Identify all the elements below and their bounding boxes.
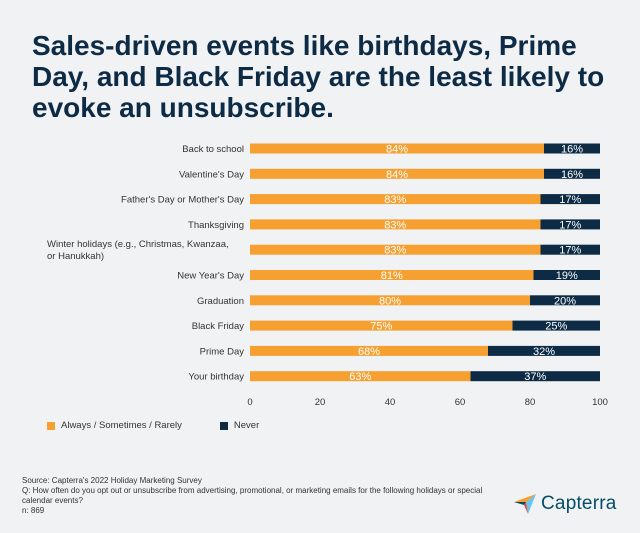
bar-never bbox=[540, 219, 600, 230]
data-label-never: 17% bbox=[559, 219, 581, 231]
bar-never bbox=[530, 295, 600, 306]
capterra-logo: Capterra bbox=[514, 493, 617, 515]
data-label-always: 83% bbox=[384, 194, 406, 206]
chart-title: Sales-driven events like birthdays, Prim… bbox=[32, 30, 605, 123]
x-tick-label: 40 bbox=[385, 397, 396, 408]
footer-notes: Source: Capterra's 2022 Holiday Marketin… bbox=[22, 476, 492, 516]
x-tick-label: 60 bbox=[455, 397, 466, 408]
bar-always bbox=[250, 295, 530, 306]
question-note: Q: How often do you opt out or unsubscri… bbox=[22, 486, 483, 505]
bar-never bbox=[470, 371, 600, 382]
bar-never bbox=[512, 320, 600, 331]
source-note: Source: Capterra's 2022 Holiday Marketin… bbox=[22, 476, 202, 485]
data-label-never: 37% bbox=[524, 371, 546, 383]
bar-always bbox=[250, 168, 544, 179]
data-label-never: 17% bbox=[559, 194, 581, 206]
legend-swatch-never bbox=[219, 421, 228, 430]
data-label-never: 19% bbox=[556, 270, 578, 282]
legend-label-never: Never bbox=[233, 420, 260, 431]
x-tick-label: 20 bbox=[315, 397, 326, 408]
data-label-always: 80% bbox=[379, 295, 401, 307]
legend-swatch-always bbox=[47, 421, 55, 430]
bar-never bbox=[544, 168, 600, 179]
bar-always bbox=[250, 270, 534, 280]
data-label-always: 84% bbox=[386, 144, 408, 156]
bar-never bbox=[540, 194, 600, 205]
x-tick-label: 80 bbox=[525, 397, 536, 408]
capterra-arrow-icon bbox=[514, 494, 536, 514]
data-label-never: 16% bbox=[561, 144, 583, 156]
data-label-always: 83% bbox=[384, 219, 406, 231]
sample-size-note: n: 869 bbox=[22, 506, 45, 515]
data-label-always: 75% bbox=[370, 321, 392, 333]
bar-never bbox=[544, 143, 600, 154]
category-label: Thanksgiving bbox=[188, 220, 244, 231]
bar-always bbox=[250, 143, 544, 154]
bar-always bbox=[250, 371, 471, 382]
data-label-never: 32% bbox=[533, 346, 555, 358]
category-label: Your birthday bbox=[188, 372, 244, 383]
category-label: Back to school bbox=[182, 144, 244, 155]
data-label-never: 25% bbox=[545, 321, 567, 333]
legend-item-never: Never bbox=[219, 420, 260, 431]
bar-always bbox=[250, 219, 541, 230]
data-label-always: 83% bbox=[384, 245, 406, 257]
data-label-always: 81% bbox=[381, 270, 403, 282]
category-label: New Year's Day bbox=[177, 271, 244, 282]
bar-always bbox=[250, 244, 541, 255]
category-label: Graduation bbox=[197, 296, 244, 307]
bar-never bbox=[540, 244, 600, 255]
data-label-always: 68% bbox=[358, 346, 380, 358]
x-tick-label: 100 bbox=[592, 397, 608, 408]
category-label: Father's Day or Mother's Day bbox=[121, 195, 244, 206]
category-label: Valentine's Day bbox=[179, 169, 244, 180]
legend: Always / Sometimes / Rarely Never bbox=[47, 420, 297, 431]
data-label-never: 16% bbox=[561, 169, 583, 181]
data-label-never: 20% bbox=[554, 295, 576, 307]
bar-always bbox=[250, 345, 488, 356]
logo-text: Capterra bbox=[541, 493, 617, 514]
category-label: Prime Day bbox=[200, 346, 245, 357]
bar-always bbox=[250, 320, 513, 331]
legend-label-always: Always / Sometimes / Rarely bbox=[61, 420, 182, 431]
bar-never bbox=[533, 270, 600, 280]
bar-never bbox=[488, 345, 600, 356]
data-label-never: 17% bbox=[559, 245, 581, 257]
data-label-always: 63% bbox=[349, 371, 371, 383]
category-label: Black Friday bbox=[192, 321, 245, 332]
x-tick-label: 0 bbox=[247, 397, 252, 408]
bar-always bbox=[250, 194, 541, 205]
data-label-always: 84% bbox=[386, 169, 408, 181]
legend-item-always: Always / Sometimes / Rarely bbox=[47, 420, 182, 431]
category-label: Winter holidays (e.g., Christmas, Kwanza… bbox=[47, 239, 229, 262]
